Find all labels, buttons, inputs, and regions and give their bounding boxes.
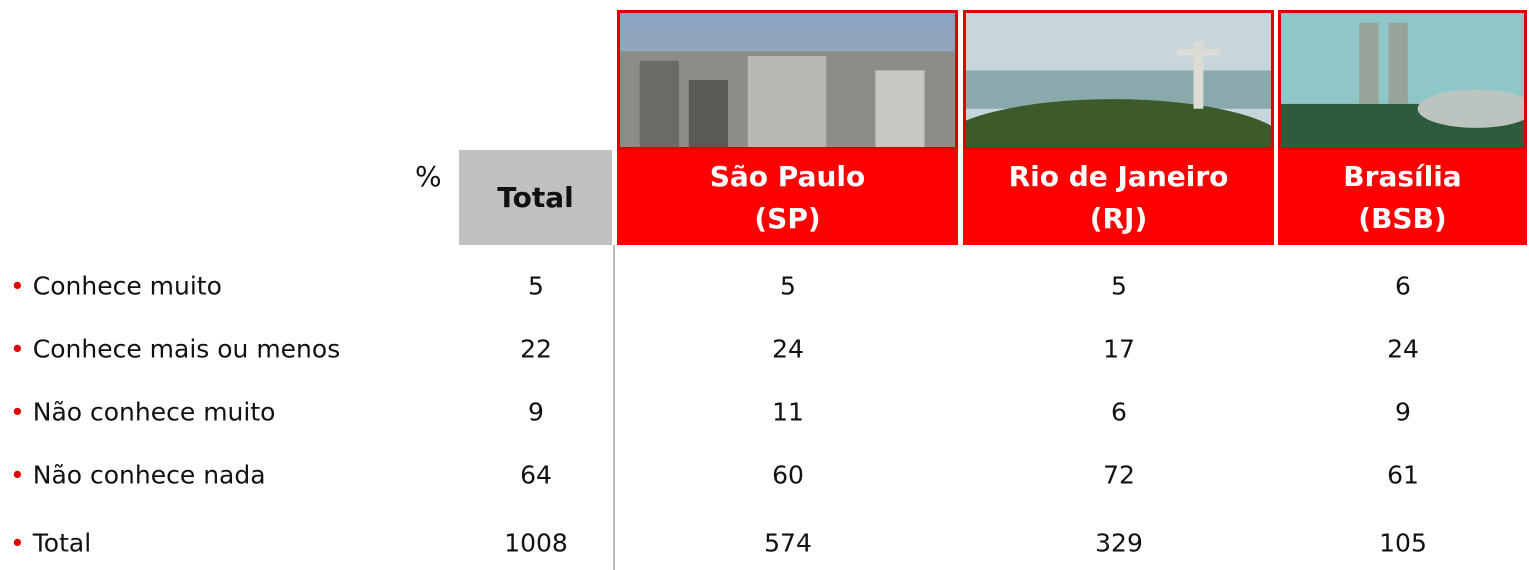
value-cell: 574 [764, 528, 812, 558]
value-cell: 6 [1395, 271, 1411, 301]
city-header: Brasília (BSB) [1278, 150, 1527, 245]
value-cell: 5 [1111, 271, 1127, 301]
city-header: Rio de Janeiro (RJ) [963, 150, 1274, 245]
row-label-text: Conhece muito [32, 271, 222, 301]
city-name: Rio de Janeiro [1008, 159, 1229, 193]
value-cell: 6 [1111, 397, 1127, 427]
bullet: • [10, 528, 25, 558]
row-label-text: Conhece mais ou menos [32, 334, 341, 364]
bullet: • [10, 271, 25, 301]
city-code: (SP) [754, 201, 821, 235]
value-cell: 24 [772, 334, 804, 364]
row-label: • Conhece muito [10, 272, 222, 301]
value-cell: 17 [1103, 334, 1135, 364]
rio-photo [963, 10, 1274, 150]
value-cell: 64 [520, 460, 552, 490]
row-label-text: Não conhece muito [32, 397, 276, 427]
brasilia-photo [1278, 10, 1527, 150]
value-cell: 5 [780, 271, 796, 301]
row-label: • Conhece mais ou menos [10, 335, 340, 364]
unit-label: % [415, 160, 442, 193]
city-name: Brasília [1343, 159, 1462, 193]
value-cell: 105 [1379, 528, 1427, 558]
bullet: • [10, 334, 25, 364]
city-header: São Paulo (SP) [617, 150, 958, 245]
bullet: • [10, 397, 25, 427]
value-cell: 24 [1387, 334, 1419, 364]
value-cell: 11 [772, 397, 804, 427]
row-label: • Não conhece muito [10, 398, 275, 427]
row-label: • Total [10, 529, 91, 558]
value-cell: 61 [1387, 460, 1419, 490]
row-label-text: Não conhece nada [32, 460, 266, 490]
value-cell: 329 [1095, 528, 1143, 558]
city-code: (BSB) [1358, 201, 1447, 235]
total-header: Total [459, 150, 612, 245]
value-cell: 72 [1103, 460, 1135, 490]
value-cell: 22 [520, 334, 552, 364]
row-label-text: Total [32, 528, 92, 558]
value-cell: 9 [1395, 397, 1411, 427]
value-cell: 1008 [504, 528, 568, 558]
divider [613, 245, 615, 570]
city-name: São Paulo [709, 159, 866, 193]
city-code: (RJ) [1089, 201, 1148, 235]
bullet: • [10, 460, 25, 490]
value-cell: 5 [528, 271, 544, 301]
value-cell: 60 [772, 460, 804, 490]
row-label: • Não conhece nada [10, 461, 266, 490]
sao-paulo-photo [617, 10, 958, 150]
value-cell: 9 [528, 397, 544, 427]
